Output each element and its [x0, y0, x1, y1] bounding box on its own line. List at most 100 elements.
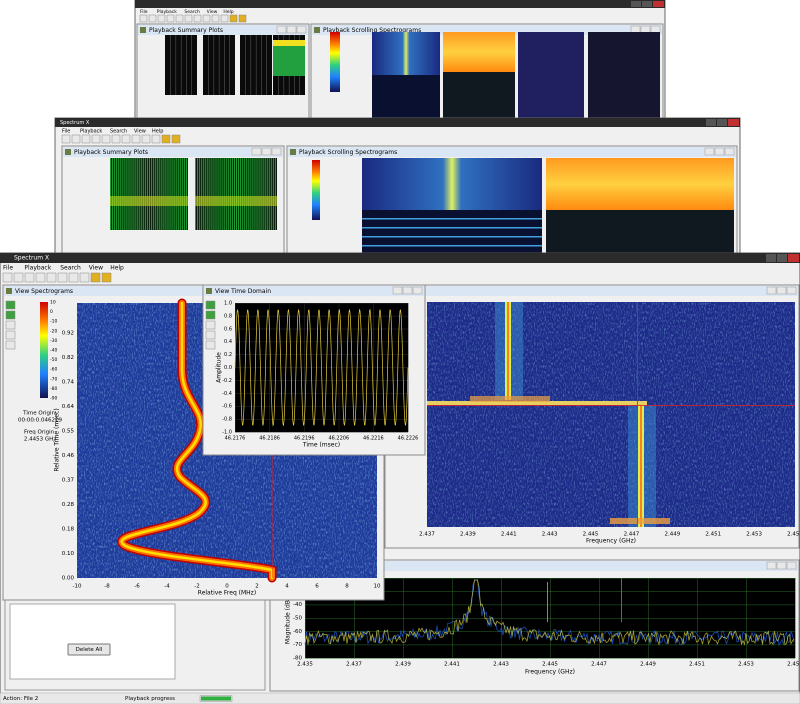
button-label[interactable]: Delete All — [76, 647, 103, 653]
window-button[interactable] — [392, 286, 403, 295]
toolbar-button[interactable] — [211, 14, 220, 23]
toolbar-button[interactable] — [131, 134, 141, 144]
toolbar-button[interactable] — [121, 134, 131, 144]
maximize-button[interactable] — [777, 254, 787, 262]
toolbar-button[interactable] — [171, 134, 181, 144]
origin-value: 00:00:0.046219 — [18, 418, 62, 424]
menu-item[interactable]: Playback — [157, 9, 177, 15]
menu-item[interactable]: Help — [110, 265, 124, 272]
close-button[interactable] — [728, 119, 739, 126]
window-button[interactable] — [276, 25, 287, 34]
toolbar-button[interactable] — [148, 14, 157, 23]
toolbar-button[interactable] — [139, 14, 148, 23]
tool-button[interactable] — [5, 340, 16, 350]
maximize-button[interactable] — [642, 1, 652, 7]
window-button[interactable] — [271, 147, 282, 156]
window-button[interactable] — [286, 25, 297, 34]
summary-trace — [248, 158, 250, 230]
toolbar-button[interactable] — [2, 272, 13, 283]
tool-button[interactable] — [205, 340, 216, 350]
toolbar-button[interactable] — [57, 272, 68, 283]
minimize-button[interactable] — [706, 119, 716, 126]
toolbar-button[interactable] — [220, 14, 229, 23]
window-button[interactable] — [704, 147, 715, 156]
maximize-button[interactable] — [717, 119, 727, 126]
menu-item[interactable]: View — [134, 129, 146, 135]
menu-item[interactable]: File — [140, 9, 148, 15]
summary-trace — [258, 158, 260, 230]
tool-button[interactable] — [205, 320, 216, 330]
toolbar-button[interactable] — [101, 134, 111, 144]
menu-item[interactable]: View — [89, 265, 103, 272]
menu-item[interactable]: Search — [184, 9, 200, 15]
menu-item[interactable]: File — [3, 265, 13, 272]
window-button[interactable] — [714, 147, 725, 156]
window-button[interactable] — [261, 147, 272, 156]
toolbar-button[interactable] — [111, 134, 121, 144]
tool-button[interactable] — [205, 330, 216, 340]
window-button[interactable] — [650, 25, 661, 34]
delete-all-button[interactable] — [67, 643, 111, 656]
window-button[interactable] — [630, 25, 641, 34]
toolbar-button[interactable] — [166, 14, 175, 23]
toolbar-button[interactable] — [193, 14, 202, 23]
toolbar-button[interactable] — [61, 134, 71, 144]
toolbar-button[interactable] — [141, 134, 151, 144]
tool-button[interactable] — [205, 310, 216, 320]
summary-trace — [154, 158, 156, 230]
toolbar-button[interactable] — [79, 272, 90, 283]
menu-item[interactable]: Help — [152, 129, 163, 135]
window-button[interactable] — [724, 147, 735, 156]
tool-button[interactable] — [5, 330, 16, 340]
close-button[interactable] — [653, 1, 664, 7]
window-button[interactable] — [786, 286, 797, 295]
toolbar-button[interactable] — [24, 272, 35, 283]
toolbar-button[interactable] — [238, 14, 247, 23]
toolbar-button[interactable] — [71, 134, 81, 144]
menu-item[interactable]: Search — [60, 265, 81, 272]
menu-item[interactable]: File — [62, 129, 70, 135]
menu-item[interactable]: Search — [110, 129, 127, 135]
toolbar-button[interactable] — [202, 14, 211, 23]
y-tick-label: 0.82 — [62, 355, 74, 361]
window-button[interactable] — [786, 561, 797, 570]
window-button[interactable] — [402, 286, 413, 295]
toolbar-button[interactable] — [68, 272, 79, 283]
minimize-button[interactable] — [766, 254, 776, 262]
window-button[interactable] — [296, 25, 307, 34]
summary-trace — [254, 158, 256, 230]
minimize-button[interactable] — [631, 1, 641, 7]
toolbar-button[interactable] — [91, 134, 101, 144]
toolbar-button[interactable] — [151, 134, 161, 144]
window-button[interactable] — [251, 147, 262, 156]
toolbar-button[interactable] — [46, 272, 57, 283]
tool-button[interactable] — [205, 300, 216, 310]
menu-item[interactable]: Help — [223, 9, 233, 15]
window-button[interactable] — [776, 561, 787, 570]
summary-band — [110, 196, 188, 206]
toolbar-button[interactable] — [101, 272, 112, 283]
x-tick-label: 2.447 — [624, 532, 640, 538]
toolbar-button[interactable] — [13, 272, 24, 283]
menu-item[interactable]: Playback — [80, 129, 102, 135]
toolbar-button[interactable] — [90, 272, 101, 283]
toolbar-button[interactable] — [229, 14, 238, 23]
toolbar-button[interactable] — [175, 14, 184, 23]
tool-button[interactable] — [5, 310, 16, 320]
menu-item[interactable]: View — [207, 9, 218, 15]
toolbar-button[interactable] — [184, 14, 193, 23]
window-button[interactable] — [766, 561, 777, 570]
tool-button[interactable] — [5, 320, 16, 330]
window-button[interactable] — [640, 25, 651, 34]
toolbar-button[interactable] — [81, 134, 91, 144]
menu-item[interactable]: Playback — [24, 265, 51, 272]
toolbar-button[interactable] — [161, 134, 171, 144]
window-button[interactable] — [766, 286, 777, 295]
window-button[interactable] — [776, 286, 787, 295]
toolbar-button[interactable] — [35, 272, 46, 283]
close-button[interactable] — [788, 254, 799, 262]
tool-button[interactable] — [5, 300, 16, 310]
toolbar-button[interactable] — [157, 14, 166, 23]
summary-trace — [147, 158, 149, 230]
window-button[interactable] — [412, 286, 423, 295]
